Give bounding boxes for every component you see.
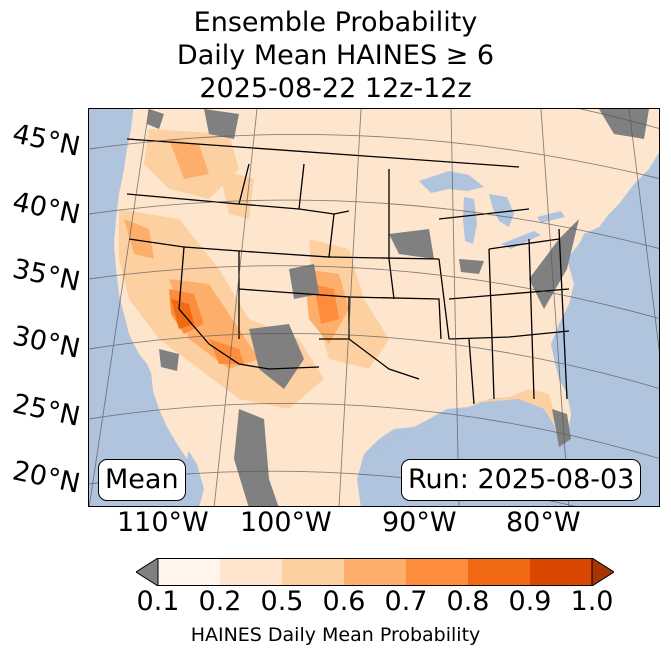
lake-ontario [537, 211, 565, 223]
mean-label-box: Mean [98, 459, 186, 501]
colorbar-segment-6 [468, 558, 530, 586]
colorbar-segment-1 [158, 558, 220, 586]
lon-label-80: 80°W [506, 507, 581, 538]
colorbar [136, 558, 614, 586]
lake-michigan [463, 197, 477, 244]
lon-label-100: 100°W [240, 507, 332, 538]
map-svg [89, 109, 659, 506]
missing-data [147, 109, 649, 506]
lake-huron [489, 194, 514, 227]
baja-peninsula [151, 371, 189, 459]
colorbar-tick-0-7: 0.7 [384, 586, 428, 617]
colorbar-tick-0-8: 0.8 [446, 586, 490, 617]
colorbar-segment-3 [282, 558, 344, 586]
lon-label-110: 110°W [117, 507, 209, 538]
lake-erie [501, 231, 541, 249]
colorbar-over-arrow [591, 558, 614, 586]
map-panel [88, 108, 660, 507]
title-line-3: 2025-08-22 12z-12z [199, 73, 472, 104]
colorbar-segment-4 [344, 558, 406, 586]
colorbar-segment-7 [530, 558, 592, 586]
colorbar-tick-1-0: 1.0 [570, 586, 614, 617]
lat-label-45: 45°N [9, 118, 83, 163]
colorbar-segment-5 [406, 558, 468, 586]
colorbar-tick-0-5: 0.5 [260, 586, 304, 617]
colorbar-tick-0-9: 0.9 [508, 586, 552, 617]
colorbar-segment-2 [220, 558, 282, 586]
colorbar-tick-0-2: 0.2 [198, 586, 242, 617]
lat-label-40: 40°N [9, 186, 83, 231]
lat-label-25: 25°N [9, 388, 83, 433]
lat-label-30: 30°N [9, 320, 83, 365]
colorbar-tick-0-6: 0.6 [322, 586, 366, 617]
title-line-1: Ensemble Probability [193, 7, 478, 38]
lat-label-35: 35°N [9, 253, 83, 298]
run-label-box: Run: 2025-08-03 [401, 459, 642, 501]
graticule [89, 109, 659, 506]
lake-superior [419, 171, 484, 193]
colorbar-outline [157, 558, 593, 586]
lon-label-90: 90°W [382, 507, 457, 538]
colorbar-label: HAINES Daily Mean Probability [190, 624, 481, 646]
title-line-2: Daily Mean HAINES ≥ 6 [176, 40, 495, 71]
colorbar-tick-0-1: 0.1 [136, 586, 180, 617]
lat-label-20: 20°N [9, 455, 83, 500]
colorbar-under-arrow [136, 558, 159, 586]
